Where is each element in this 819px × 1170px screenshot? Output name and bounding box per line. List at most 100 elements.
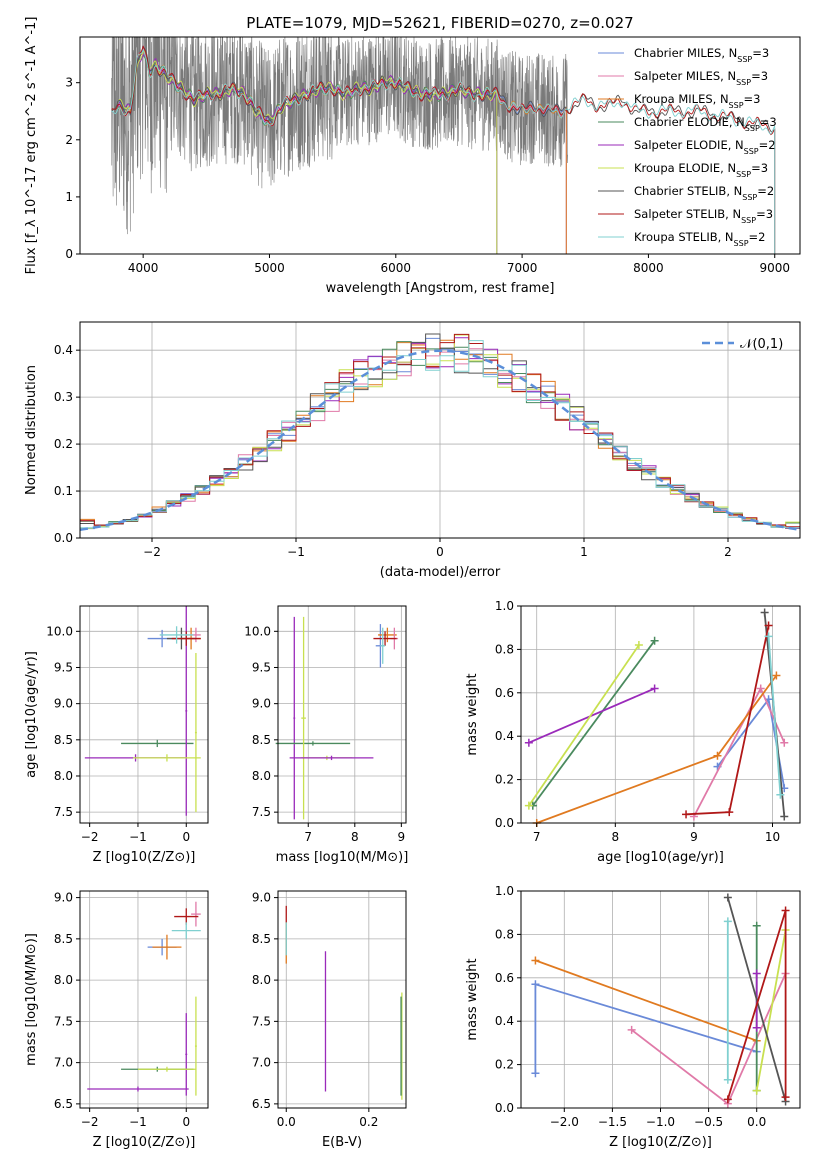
residuals-decor: −2 −1 0 1 2 0.0 0.1 0.2 0.3 0.4 (data-model)/error… — [24, 321, 801, 580]
spectrum-model-line-7 — [111, 45, 776, 254]
age-vs-Z-point-10 — [159, 626, 194, 644]
mass-weight-vs-Z-marker-4-0 — [752, 1023, 761, 1032]
mass-weight-vs-Z-xtick-label-4: 0.0 — [747, 1115, 766, 1129]
mass-weight-vs-Z-series-8 — [723, 917, 732, 1084]
residuals-xlabel: (data-model)/error — [380, 565, 501, 580]
mass-weight-vs-age-marker-8-0 — [764, 632, 773, 641]
mass-weight-vs-Z-marker-0-1 — [531, 980, 540, 989]
spectrum-xtick-label-5: 9000 — [759, 261, 790, 275]
mass-vs-Z-ylabel: mass [log10(M/M⊙)] — [24, 933, 39, 1066]
age-vs-Z-ylabel: age [log10(age/yr)] — [24, 651, 39, 778]
residuals-ytick-label-4: 0.4 — [54, 343, 73, 357]
mass-weight-vs-age-xlabel: age [log10(age/yr)] — [597, 850, 724, 865]
age-vs-Z-ytick-label-4: 9.5 — [54, 660, 73, 674]
mass-vs-EBV-ytick-label-1: 7.0 — [252, 1056, 271, 1070]
mass-weight-vs-age-xtick-label-0: 7 — [533, 830, 541, 844]
residuals-ytick-label-2: 0.2 — [54, 437, 73, 451]
mass-vs-Z-point-7 — [185, 1013, 188, 1096]
mass-vs-Z-point-4 — [171, 922, 201, 939]
age-vs-Z-ytick-label-1: 8.0 — [54, 769, 73, 783]
mass-vs-Z-ytick-label-5: 9.0 — [54, 891, 73, 905]
mass-weight-vs-age-marker-5-0 — [524, 801, 533, 810]
age-vs-mass-ytick-label-0: 7.5 — [252, 805, 271, 819]
mass-weight-vs-age-decor: 7 8 9 10 0.0 0.2 0.4 0.6 0.8 1.0 age [log10(age/yr… — [465, 599, 801, 865]
mass-weight-vs-Z-ytick-label-3: 0.6 — [495, 971, 514, 985]
mass-vs-EBV-axes — [278, 891, 406, 1108]
spectrum-ytick-label-2: 2 — [65, 133, 73, 147]
spectrum-title: PLATE=1079, MJD=52621, FIBERID=0270, z=0… — [246, 14, 633, 32]
age-vs-Z-ytick-label-5: 10.0 — [46, 624, 73, 638]
mass-weight-vs-Z-ytick-label-1: 0.2 — [495, 1058, 514, 1072]
mass-weight-vs-Z-marker-6-0 — [723, 893, 732, 902]
mass-weight-vs-age-marker-7-2 — [764, 621, 773, 630]
mass-vs-Z-ytick-label-3: 8.0 — [54, 973, 73, 987]
spectrum-decor: 4000 5000 6000 7000 8000 9000 0 1 2 3 wavelength [… — [24, 17, 801, 296]
mass-weight-vs-age-line-4 — [528, 687, 655, 744]
mass-weight-vs-age-line-5 — [528, 644, 640, 807]
mass-weight-vs-age-series-4 — [524, 684, 659, 747]
legend-label-0: Chabrier MILES, NSSP=3 — [634, 46, 769, 64]
age-vs-mass-point-4 — [289, 755, 374, 761]
mass-weight-vs-Z-ytick-label-4: 0.8 — [495, 927, 514, 941]
mass-vs-EBV-frame — [277, 890, 407, 1109]
mass-vs-EBV-ytick-label-4: 8.5 — [252, 932, 271, 946]
age-vs-mass-ytick-label-1: 8.0 — [252, 769, 271, 783]
spectrum-model-line-8 — [111, 48, 776, 254]
mass-weight-vs-Z-ytick-label-5: 1.0 — [495, 884, 514, 898]
mass-weight-vs-age-ytick-label-0: 0.0 — [495, 816, 514, 830]
legend-label-3: Chabrier ELODIE, NSSP=3 — [634, 115, 777, 133]
spectrum-ytick-label-1: 1 — [65, 190, 73, 204]
mass-weight-vs-age-marker-4-0 — [524, 738, 533, 747]
mass-vs-EBV-xtick-label-0: 0.0 — [277, 1115, 296, 1129]
mass-vs-EBV-xtick-label-1: 0.2 — [359, 1115, 378, 1129]
mass-vs-EBV-plot-area — [278, 891, 406, 1108]
spectrum-xtick-label-4: 8000 — [633, 261, 664, 275]
age-vs-Z-xtick-label-1: −1 — [129, 830, 147, 844]
age-vs-Z-xtick-label-0: −2 — [81, 830, 99, 844]
mass-weight-vs-Z-series-7 — [723, 906, 790, 1104]
mass-weight-vs-age-marker-1-2 — [780, 738, 789, 747]
spectrum-ylabel: Flux [f_λ 10^-17 erg cm^-2 s^-1 A^-1] — [24, 17, 39, 275]
age-vs-Z-point-6 — [133, 754, 201, 762]
mass-weight-vs-age-marker-8-1 — [776, 790, 785, 799]
mass-vs-Z-point-9 — [194, 996, 197, 1096]
mass-weight-vs-Z-marker-8-0 — [723, 917, 732, 926]
mass-vs-EBV-ytick-label-5: 9.0 — [252, 891, 271, 905]
mass-weight-vs-age-marker-6-1 — [780, 812, 789, 821]
spectrum-xtick-label-2: 6000 — [381, 261, 412, 275]
age-vs-Z-ytick-label-3: 9.0 — [54, 697, 73, 711]
mass-weight-vs-Z-xtick-label-1: −1.5 — [598, 1115, 627, 1129]
mass-weight-vs-age-xtick-label-3: 10 — [765, 830, 780, 844]
age-vs-mass-point-8 — [373, 631, 397, 646]
mass-weight-vs-Z-xtick-label-0: −2.0 — [550, 1115, 579, 1129]
mass-weight-vs-age-xtick-label-2: 9 — [690, 830, 698, 844]
mass-weight-vs-age-ytick-label-2: 0.4 — [495, 729, 514, 743]
age-vs-mass-point-0 — [293, 616, 296, 820]
residuals-xtick-label-2: 0 — [436, 545, 444, 559]
mass-weight-vs-Z-marker-7-0 — [723, 1095, 732, 1104]
mass-weight-vs-Z-xtick-label-2: −1.0 — [646, 1115, 675, 1129]
age-vs-mass-point-1 — [275, 741, 351, 746]
residuals-xtick-label-4: 2 — [724, 545, 732, 559]
age-vs-mass-ytick-label-3: 9.0 — [252, 697, 271, 711]
residuals-xtick-label-0: −2 — [143, 545, 161, 559]
spectrum-ytick-label-3: 3 — [65, 76, 73, 90]
mass-weight-vs-Z-line-6 — [726, 897, 787, 1102]
mass-vs-Z-plot-area — [80, 891, 208, 1108]
residuals-ytick-label-1: 0.1 — [54, 484, 73, 498]
mass-weight-vs-Z-marker-3-1 — [752, 921, 761, 930]
mass-vs-Z-xtick-label-1: −1 — [129, 1115, 147, 1129]
legend-label-8: Kroupa STELIB, NSSP=2 — [634, 230, 765, 248]
mass-weight-vs-age-marker-2-1 — [713, 751, 722, 760]
mass-weight-vs-Z-xtick-label-3: −0.5 — [694, 1115, 723, 1129]
mass-weight-vs-age-xtick-label-1: 8 — [611, 830, 619, 844]
mass-weight-vs-age-marker-4-1 — [650, 684, 659, 693]
mass-weight-vs-age-ytick-label-3: 0.6 — [495, 686, 514, 700]
spectrum-xtick-label-1: 5000 — [254, 261, 285, 275]
mass-weight-vs-age-ytick-label-4: 0.8 — [495, 642, 514, 656]
age-vs-mass-xtick-label-2: 9 — [398, 830, 406, 844]
age-vs-mass-point-6 — [378, 627, 397, 643]
gaussian-reference-line — [79, 349, 801, 532]
mass-vs-EBV-ytick-label-0: 6.5 — [252, 1097, 271, 1111]
mass-weight-vs-Z-marker-2-0 — [531, 956, 540, 965]
